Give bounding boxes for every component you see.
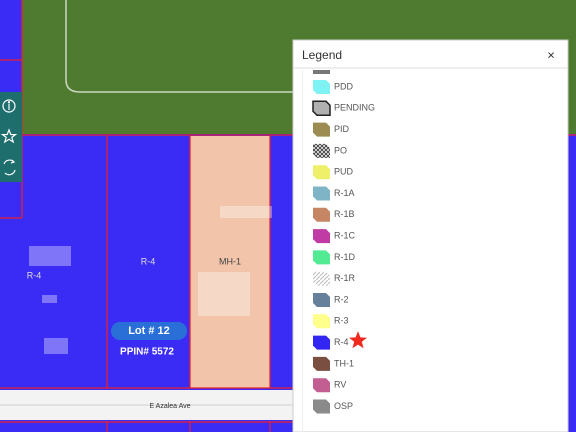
legend-swatch [313, 356, 330, 371]
watermark: BALDWIN | MLS [445, 365, 535, 407]
legend-panel [292, 39, 569, 432]
zone-label: MH-1 [219, 256, 241, 266]
legend-swatch [313, 271, 330, 286]
legend-label: R-3 [334, 316, 349, 326]
legend-swatch [313, 314, 330, 329]
legend-items: PDD PENDING PID PO PUD R-1A R-1B R-1C R-1D R-1R R-… [312, 70, 375, 414]
legend-swatch [313, 293, 330, 307]
legend-label: PENDING [334, 103, 375, 113]
legend-label: PO [334, 145, 347, 155]
zone-label: R-4 [141, 256, 156, 266]
swap-button[interactable] [3, 159, 16, 176]
path-line [65, 0, 300, 93]
legend-label: R-1R [334, 273, 356, 283]
legend-label: R-4 [334, 337, 349, 347]
legend-swatch [313, 122, 330, 137]
lot-label: Lot # 12 [128, 325, 170, 337]
ppin-label: PPIN# 5572 [120, 347, 174, 358]
legend-swatch [312, 100, 331, 117]
legend-swatch [313, 70, 330, 74]
legend-swatch [313, 229, 330, 244]
legend-swatch [313, 165, 330, 180]
legend-label: R-1C [334, 230, 356, 240]
legend-label: R-1D [334, 252, 356, 262]
legend-title: Legend [302, 48, 342, 62]
legend-close[interactable]: × [547, 47, 555, 62]
legend-swatch [313, 186, 330, 201]
legend-label: R-1B [334, 209, 355, 219]
lot-badge [111, 322, 187, 340]
legend-label: PUD [334, 167, 354, 177]
legend-label: TH-1 [334, 358, 354, 368]
legend-label: PID [334, 124, 350, 134]
legend-swatch [313, 399, 330, 414]
watermark-text: BALDWIN | MLS [445, 393, 534, 407]
info-button[interactable] [2, 99, 16, 113]
highlight-star [349, 331, 367, 349]
legend-swatch [313, 80, 330, 94]
zone-label: R-4 [27, 270, 42, 280]
legend-label: R-1A [334, 188, 355, 198]
buildings [29, 206, 272, 354]
toolbar [0, 92, 22, 182]
legend-label: R-2 [334, 294, 349, 304]
legend-swatch [313, 378, 330, 393]
zone-mh1 [190, 136, 270, 388]
legend-scroll [302, 70, 303, 432]
legend-swatch [313, 207, 330, 222]
bookmark-button[interactable] [0, 128, 18, 144]
legend-label: RV [334, 380, 346, 390]
legend-label: PDD [334, 81, 354, 91]
legend-swatch [313, 250, 330, 265]
legend-swatch [313, 143, 330, 158]
legend-swatch [313, 335, 330, 350]
legend-label: OSP [334, 401, 353, 411]
street-label: E Azalea Ave [149, 403, 190, 410]
